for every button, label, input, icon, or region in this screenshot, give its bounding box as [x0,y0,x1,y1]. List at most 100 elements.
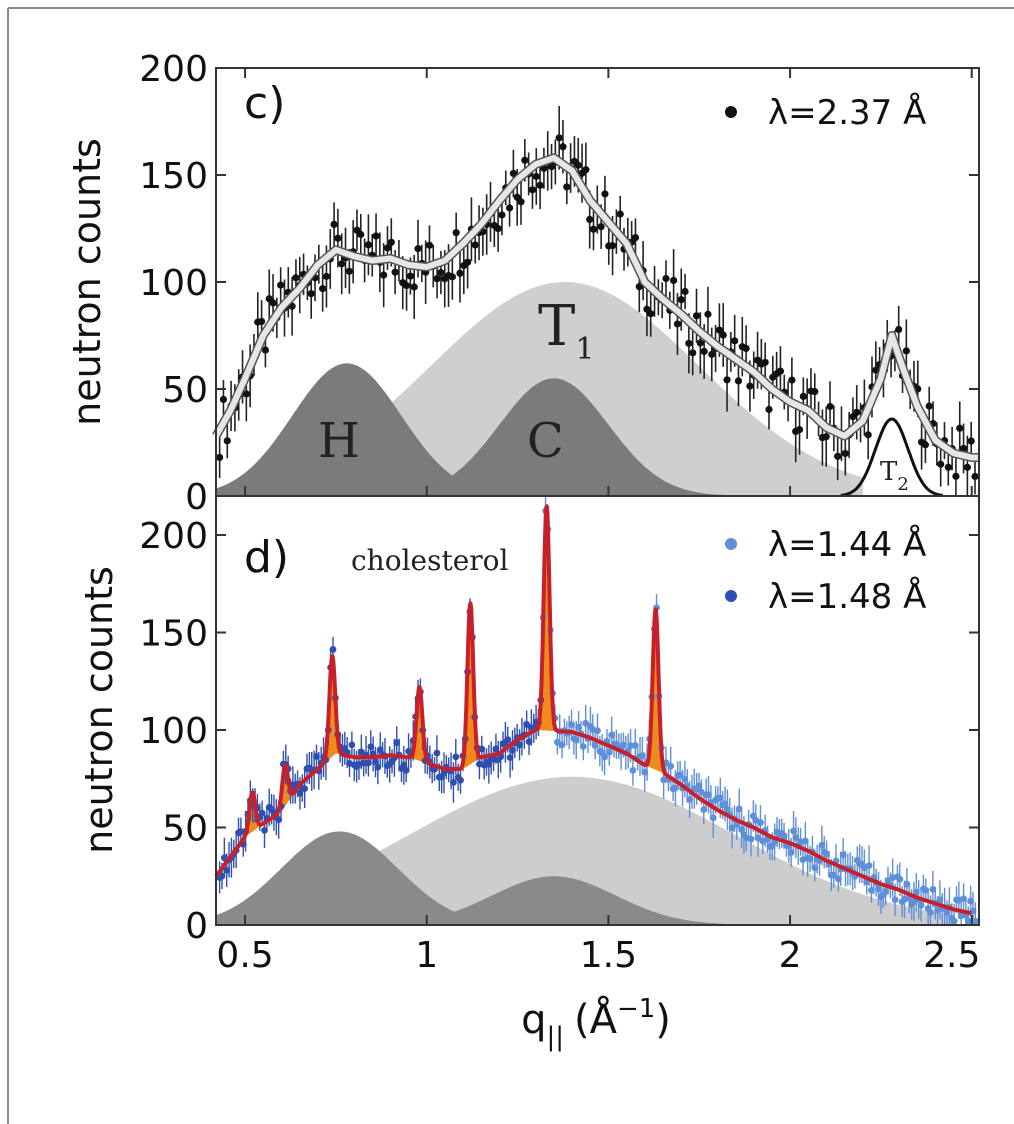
x-tick-label: 2 [779,935,802,976]
x-tick-label: 2.5 [923,935,980,976]
component-label-t2-sub: 2 [897,474,908,495]
data-point-d [891,896,899,904]
data-point-c [586,215,594,224]
data-point-d [400,761,408,769]
data-point-c [616,210,624,218]
data-point-d [917,901,925,909]
data-point-c [719,331,727,339]
data-point-c [517,198,525,206]
data-point-c [505,204,514,212]
data-point-c [425,241,434,249]
data-point-d [865,862,873,870]
data-point-c [433,275,441,283]
y-tick-label-d: 50 [162,809,208,850]
panel-d-y-ticks: 0 50 100 150 200 [139,516,979,947]
data-point-d [839,851,847,859]
data-point-d [301,785,309,793]
data-point-c [967,437,975,445]
data-point-c [464,258,472,266]
data-point-c [944,463,952,471]
data-point-c [532,172,540,181]
data-point-d [452,753,460,761]
data-point-c [322,272,331,281]
data-point-d [811,864,819,872]
data-point-d [705,791,712,799]
y-tick-label-c: 100 [139,263,208,304]
data-point-d [672,784,679,792]
data-point-d [313,753,320,760]
data-point-d [579,743,587,750]
data-point-c [670,276,678,285]
data-point-c [864,431,872,439]
data-point-d [806,855,814,863]
data-point-d [372,758,379,766]
data-point-c [494,224,502,233]
data-point-d [258,809,266,817]
data-point-c [357,230,365,239]
y-tick-label-d: 150 [139,614,208,655]
panel-c-y-axis-label: neutron counts [65,138,109,426]
data-point-c [383,244,392,252]
data-point-d [830,871,838,879]
data-point-c [631,233,640,242]
y-tick-label-d: 0 [185,906,208,947]
data-point-c [673,320,682,328]
peak-fill [408,687,431,765]
data-point-c [555,134,563,142]
data-point-c [582,166,590,174]
data-point-c [437,269,445,277]
data-point-d [681,775,689,783]
y-tick-label-c: 150 [139,156,208,197]
data-point-d [950,917,958,925]
data-point-d [641,768,649,776]
data-point-c [223,437,231,445]
data-point-d [478,745,486,753]
data-point-d [485,760,493,768]
data-point-c [410,283,418,291]
data-point-d [875,885,882,893]
data-point-c [765,405,773,414]
data-point-d [608,731,616,739]
data-point-c [521,156,529,164]
data-point-c [563,183,571,191]
data-point-d [558,741,566,749]
data-point-c [761,358,769,366]
component-label-t2-main: T [880,457,898,487]
data-point-d [709,814,717,822]
data-point-d [591,742,599,749]
data-point-d [605,748,613,756]
data-point-c [795,425,804,434]
data-point-c [380,271,388,279]
data-point-c [902,347,910,355]
data-point-c [788,376,796,384]
data-point-d [492,745,500,753]
data-point-c [776,367,785,375]
data-point-d [823,850,830,858]
x-axis-label-sub: || [546,1022,564,1052]
data-point-d [735,805,743,813]
panel-d-label: d) [244,532,289,583]
data-point-c [269,299,277,307]
data-point-d [912,888,920,896]
data-point-c [608,242,617,250]
data-point-d [728,824,736,832]
component-t2-line [840,417,943,497]
data-point-c [345,267,353,275]
data-point-d [716,794,724,802]
data-point-d [402,766,410,774]
data-point-d [801,837,809,845]
panel-c-components [216,282,943,497]
data-point-d [927,908,934,916]
data-point-c [292,274,300,282]
data-point-d [834,875,842,883]
y-tick-label-d: 200 [139,516,208,557]
data-point-c [696,339,704,347]
data-point-c [597,223,605,231]
data-point-d [261,826,268,834]
component-label-t1-main: T [538,294,575,359]
legend-label-1-44: λ=1.44 Å [768,524,926,565]
data-point-c [242,390,250,398]
data-point-d [504,736,512,744]
